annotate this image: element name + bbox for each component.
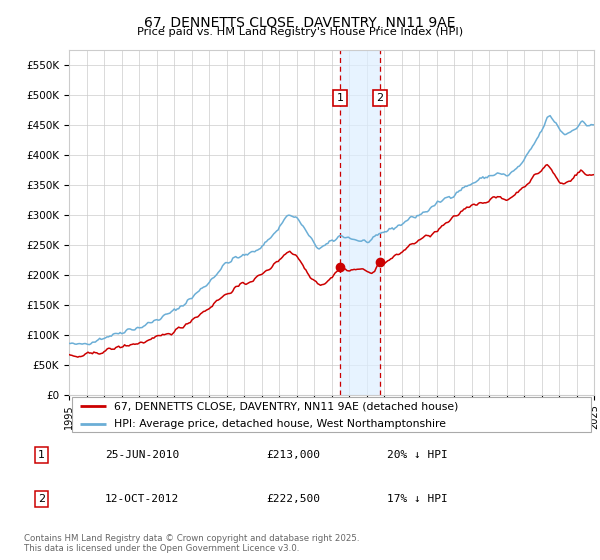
- Text: Contains HM Land Registry data © Crown copyright and database right 2025.
This d: Contains HM Land Registry data © Crown c…: [24, 534, 359, 553]
- Text: 67, DENNETTS CLOSE, DAVENTRY, NN11 9AE: 67, DENNETTS CLOSE, DAVENTRY, NN11 9AE: [144, 16, 456, 30]
- Text: 25-JUN-2010: 25-JUN-2010: [104, 450, 179, 460]
- Bar: [340, 50, 380, 395]
- Text: 2: 2: [377, 94, 384, 103]
- Text: 2: 2: [38, 494, 45, 503]
- Text: 12-OCT-2012: 12-OCT-2012: [104, 494, 179, 503]
- Text: HPI: Average price, detached house, West Northamptonshire: HPI: Average price, detached house, West…: [113, 419, 446, 429]
- Text: £222,500: £222,500: [266, 494, 320, 503]
- Text: Price paid vs. HM Land Registry's House Price Index (HPI): Price paid vs. HM Land Registry's House …: [137, 27, 463, 37]
- Text: 67, DENNETTS CLOSE, DAVENTRY, NN11 9AE (detached house): 67, DENNETTS CLOSE, DAVENTRY, NN11 9AE (…: [113, 401, 458, 411]
- Text: 1: 1: [337, 94, 343, 103]
- FancyBboxPatch shape: [71, 398, 592, 432]
- Text: 1: 1: [38, 450, 45, 460]
- Text: 20% ↓ HPI: 20% ↓ HPI: [387, 450, 448, 460]
- Text: £213,000: £213,000: [266, 450, 320, 460]
- Text: 17% ↓ HPI: 17% ↓ HPI: [387, 494, 448, 503]
